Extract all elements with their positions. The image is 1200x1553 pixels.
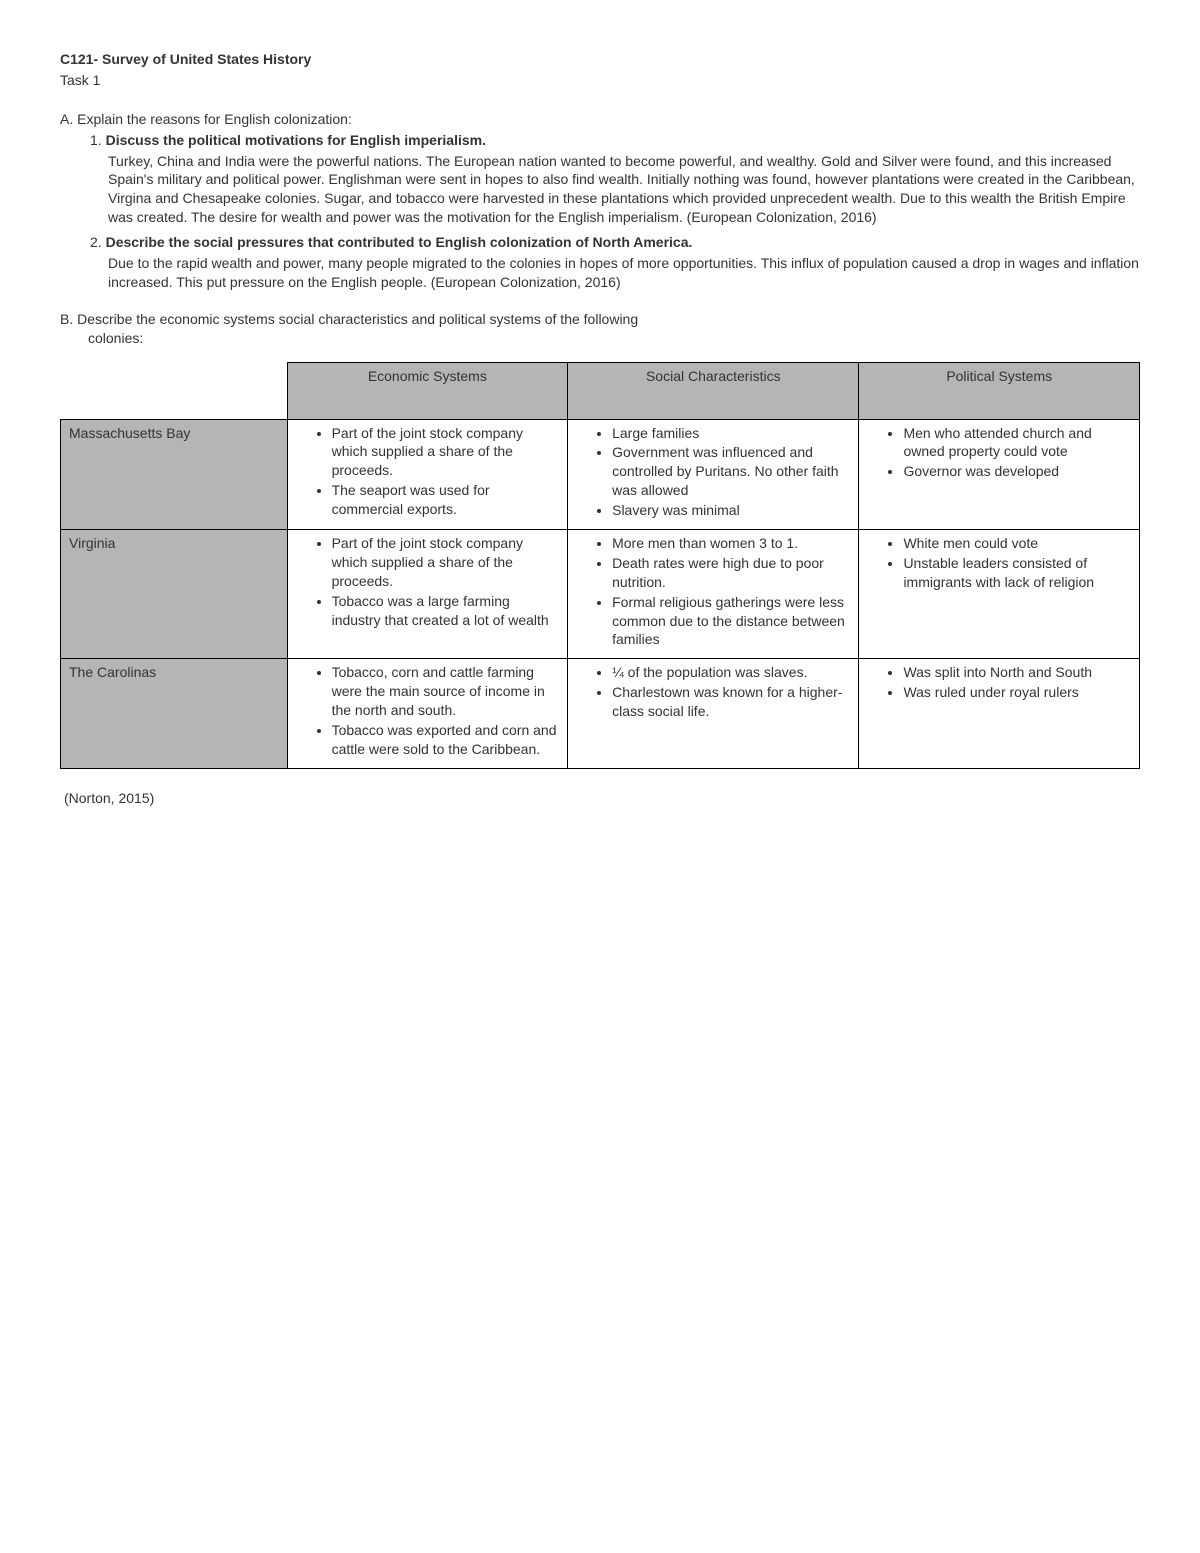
item-title: Describe the social pressures that contr… (106, 234, 693, 250)
cell-list: ¼ of the population was slaves.Charlesto… (574, 663, 852, 721)
cell-list: White men could voteUnstable leaders con… (865, 534, 1133, 592)
list-item: ¼ of the population was slaves. (612, 663, 852, 682)
section-a: A. Explain the reasons for English colon… (60, 110, 1140, 292)
list-item: Formal religious gatherings were less co… (612, 593, 852, 650)
row-name: The Carolinas (61, 659, 288, 768)
list-item: White men could vote (903, 534, 1133, 553)
list-item: Tobacco was exported and corn and cattle… (332, 721, 562, 759)
table-row: Massachusetts Bay Part of the joint stock… (61, 419, 1140, 529)
list-item: Large families (612, 424, 852, 443)
list-item: More men than women 3 to 1. (612, 534, 852, 553)
list-item: Part of the joint stock company which su… (332, 534, 562, 591)
table-header-blank (61, 362, 288, 419)
section-b: B. Describe the economic systems social … (60, 310, 1140, 348)
cell-list: Part of the joint stock company which su… (294, 534, 562, 629)
list-item: Was ruled under royal rulers (903, 683, 1133, 702)
item-title: Discuss the political motivations for En… (106, 132, 486, 148)
table-header: Social Characteristics (568, 362, 859, 419)
section-a-intro: Explain the reasons for English coloniza… (77, 111, 352, 127)
table-header: Economic Systems (287, 362, 568, 419)
table-cell: Part of the joint stock company which su… (287, 419, 568, 529)
cell-list: Large familiesGovernment was influenced … (574, 424, 852, 520)
section-b-intro-line2: colonies: (88, 329, 1140, 348)
course-title: C121- Survey of United States History (60, 50, 1140, 69)
task-label: Task 1 (60, 71, 1140, 90)
item-number: 2. (90, 234, 102, 250)
colonies-table: Economic Systems Social Characteristics … (60, 362, 1140, 769)
section-a-item: 2. Describe the social pressures that co… (90, 233, 1140, 292)
item-body: Due to the rapid wealth and power, many … (108, 254, 1140, 292)
section-a-item: 1. Discuss the political motivations for… (90, 131, 1140, 227)
row-name: Massachusetts Bay (61, 419, 288, 529)
citation: (Norton, 2015) (64, 789, 1140, 808)
list-item: Tobacco, corn and cattle farming were th… (332, 663, 562, 720)
list-item: Governor was developed (903, 462, 1133, 481)
section-b-label: B. (60, 311, 73, 327)
table-header-row: Economic Systems Social Characteristics … (61, 362, 1140, 419)
table-cell: White men could voteUnstable leaders con… (859, 530, 1140, 659)
cell-list: More men than women 3 to 1.Death rates w… (574, 534, 852, 649)
list-item: Charlestown was known for a higher-class… (612, 683, 852, 721)
table-header: Political Systems (859, 362, 1140, 419)
list-item: Part of the joint stock company which su… (332, 424, 562, 481)
list-item: Unstable leaders consisted of immigrants… (903, 554, 1133, 592)
table-cell: Men who attended church and owned proper… (859, 419, 1140, 529)
list-item: Slavery was minimal (612, 501, 852, 520)
cell-list: Tobacco, corn and cattle farming were th… (294, 663, 562, 758)
table-cell: Part of the joint stock company which su… (287, 530, 568, 659)
list-item: Tobacco was a large farming industry tha… (332, 592, 562, 630)
table-row: Virginia Part of the joint stock company … (61, 530, 1140, 659)
item-body: Turkey, China and India were the powerfu… (108, 152, 1140, 228)
table-cell: Was split into North and SouthWas ruled … (859, 659, 1140, 768)
section-b-intro-line1: Describe the economic systems social cha… (77, 311, 638, 327)
list-item: Men who attended church and owned proper… (903, 424, 1133, 462)
table-row: The Carolinas Tobacco, corn and cattle fa… (61, 659, 1140, 768)
list-item: Death rates were high due to poor nutrit… (612, 554, 852, 592)
table-cell: More men than women 3 to 1.Death rates w… (568, 530, 859, 659)
cell-list: Men who attended church and owned proper… (865, 424, 1133, 482)
cell-list: Was split into North and SouthWas ruled … (865, 663, 1133, 702)
list-item: The seaport was used for commercial expo… (332, 481, 562, 519)
row-name: Virginia (61, 530, 288, 659)
item-number: 1. (90, 132, 102, 148)
section-a-label: A. (60, 111, 73, 127)
table-cell: Tobacco, corn and cattle farming were th… (287, 659, 568, 768)
table-cell: ¼ of the population was slaves.Charlesto… (568, 659, 859, 768)
list-item: Was split into North and South (903, 663, 1133, 682)
cell-list: Part of the joint stock company which su… (294, 424, 562, 519)
section-a-list: 1. Discuss the political motivations for… (90, 131, 1140, 292)
list-item: Government was influenced and controlled… (612, 443, 852, 500)
table-cell: Large familiesGovernment was influenced … (568, 419, 859, 529)
